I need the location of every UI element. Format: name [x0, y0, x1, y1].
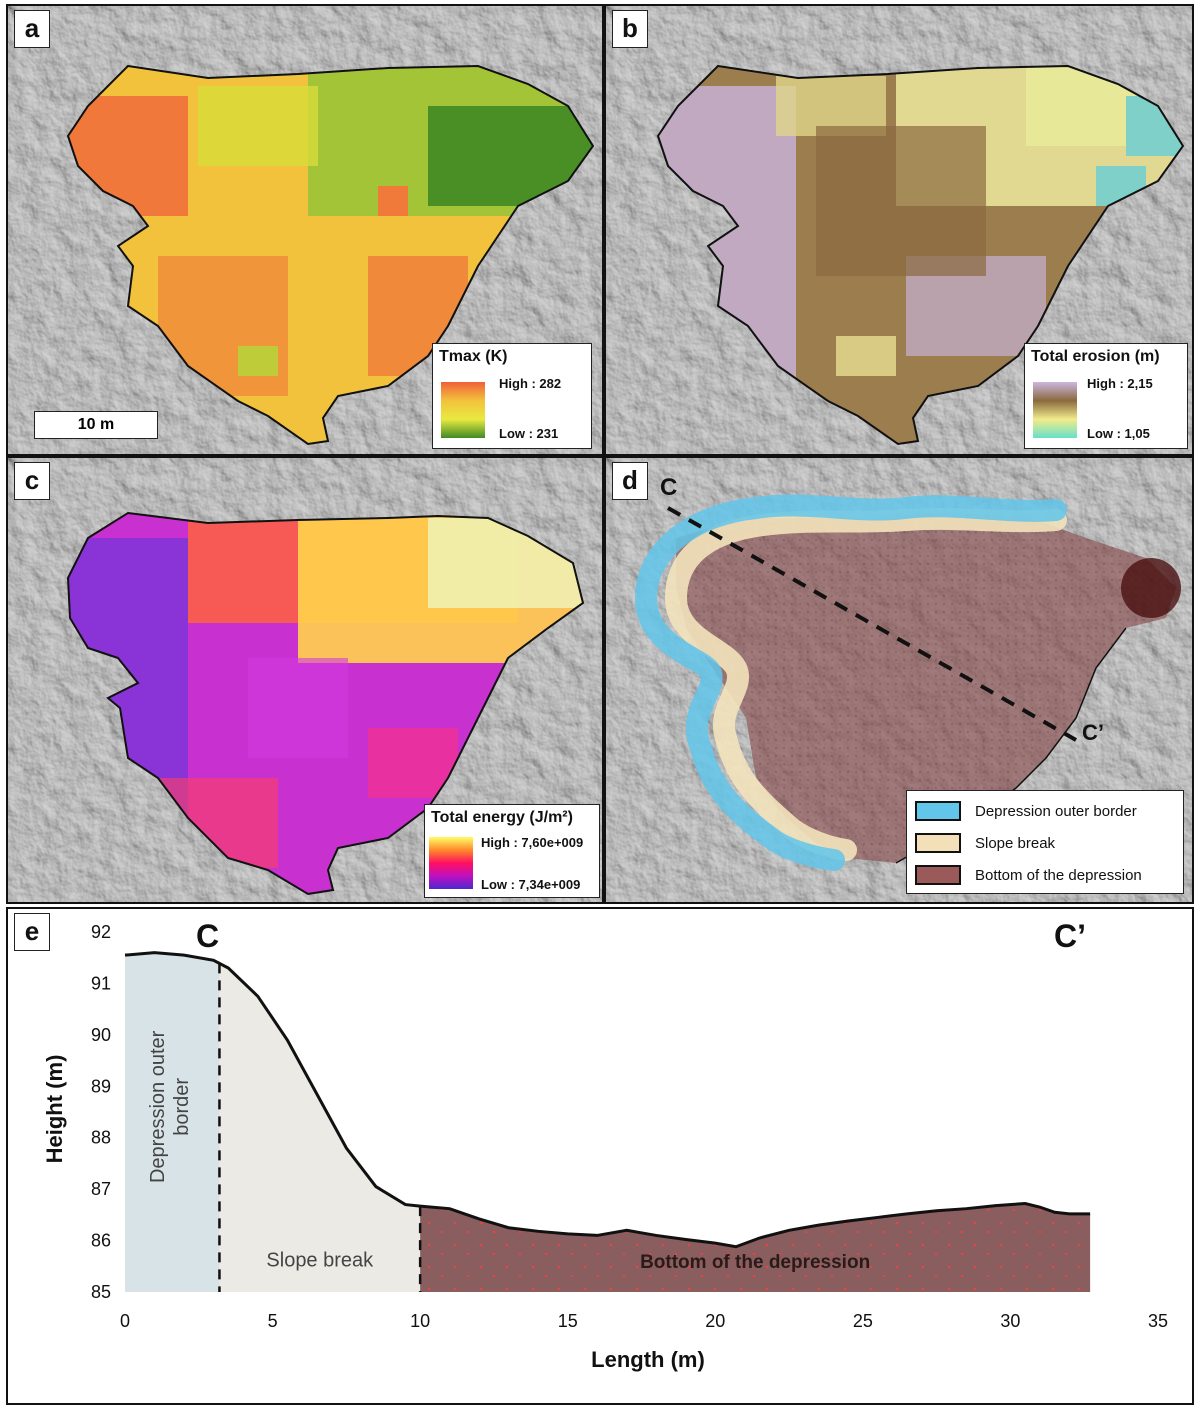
panel-a-tmax-map: a 10 m Tmax (K) High : 282 Low : 231: [6, 4, 604, 456]
legend-low: Low : 231: [499, 426, 559, 441]
x-tick-label: 15: [558, 1311, 578, 1331]
panel-c-legend: Total energy (J/m²) High : 7,60e+009 Low…: [424, 804, 600, 898]
panel-e-profile-chart: e 0 5 10 15 20 25 30 35 85 86 87 88 89 90 91 92 Length…: [6, 907, 1194, 1405]
x-tick-label: 10: [410, 1311, 430, 1331]
legend-item-label: Depression outer border: [975, 802, 1137, 820]
y-tick-label: 86: [91, 1231, 111, 1251]
panel-b-map-graphic: [606, 6, 1192, 454]
legend-item-label: Bottom of the depression: [975, 866, 1142, 884]
legend-item-label: Slope break: [975, 834, 1056, 852]
legend-ramp: [429, 837, 473, 889]
x-tick-label: 5: [268, 1311, 278, 1331]
profile-c-label: C: [196, 918, 219, 954]
legend-ramp: [441, 382, 485, 438]
y-tick-label: 88: [91, 1128, 111, 1148]
legend-title: Total energy (J/m²): [431, 809, 573, 826]
panel-a-map-graphic: [8, 6, 602, 454]
panel-b-legend: Total erosion (m) High : 2,15 Low : 1,05: [1024, 343, 1188, 449]
profile-chart-svg: 0 5 10 15 20 25 30 35 85 86 87 88 89 90 91 92 Length (…: [42, 918, 1168, 1372]
legend-high: High : 7,60e+009: [481, 835, 584, 850]
region-dots: [420, 1203, 1091, 1292]
panel-c-energy-map: c Total energy (J/m²) High : 7,60e+009 L…: [6, 456, 604, 904]
scale-bar: 10 m: [34, 411, 158, 439]
panel-d-label: d: [612, 462, 648, 500]
legend-low: Low : 1,05: [1087, 426, 1150, 441]
legend-item-bottom: Bottom of the depression: [915, 863, 1142, 887]
panel-a-legend: Tmax (K) High : 282 Low : 231: [432, 343, 592, 449]
legend-title: Total erosion (m): [1031, 348, 1160, 365]
y-axis-label: Height (m): [42, 1055, 67, 1164]
y-tick-label: 89: [91, 1076, 111, 1096]
legend-swatch: [915, 833, 961, 853]
panel-b-label: b: [612, 10, 648, 48]
legend-ramp: [1033, 382, 1077, 438]
profile-line: [124, 951, 1091, 1249]
profile-c-prime-label: C’: [1054, 918, 1086, 954]
map-c-prime-label: C’: [1082, 720, 1104, 745]
x-tick-label: 30: [1000, 1311, 1020, 1331]
y-tick-label: 90: [91, 1025, 111, 1045]
panel-d-zones-map: d C C’: [604, 456, 1194, 904]
region-label-bottom: Bottom of the depression: [640, 1252, 870, 1273]
y-tick-label: 85: [91, 1282, 111, 1302]
y-tick-label: 87: [91, 1179, 111, 1199]
region-label-outer-border: Depression outer border: [147, 1030, 193, 1183]
panel-d-legend: Depression outer border Slope break Bott…: [906, 790, 1184, 894]
map-c-label: C: [660, 474, 678, 501]
panel-e-label: e: [14, 913, 50, 951]
panel-c-label: c: [14, 462, 50, 500]
legend-title: Tmax (K): [439, 348, 508, 365]
legend-low: Low : 7,34e+009: [481, 877, 581, 892]
legend-item-slope-break: Slope break: [915, 831, 1055, 855]
x-axis-label: Length (m): [591, 1347, 705, 1372]
y-tick-label: 91: [91, 973, 111, 993]
region-area-1: [219, 963, 421, 1292]
legend-swatch: [915, 801, 961, 821]
x-tick-label: 25: [853, 1311, 873, 1331]
legend-item-outer-border: Depression outer border: [915, 799, 1137, 823]
panel-a-label: a: [14, 10, 50, 48]
legend-high: High : 2,15: [1087, 376, 1153, 391]
y-tick-label: 92: [91, 922, 111, 942]
legend-high: High : 282: [499, 376, 562, 391]
region-label-slope-break: Slope break: [266, 1249, 374, 1271]
panel-b-erosion-map: b Total erosion (m) High : 2,15 Low : 1,…: [604, 4, 1194, 456]
panel-c-map-graphic: [8, 458, 602, 902]
x-tick-label: 0: [120, 1311, 130, 1331]
region-area-0: [125, 952, 220, 1292]
x-tick-label: 35: [1148, 1311, 1168, 1331]
x-tick-label: 20: [705, 1311, 725, 1331]
legend-swatch: [915, 865, 961, 885]
